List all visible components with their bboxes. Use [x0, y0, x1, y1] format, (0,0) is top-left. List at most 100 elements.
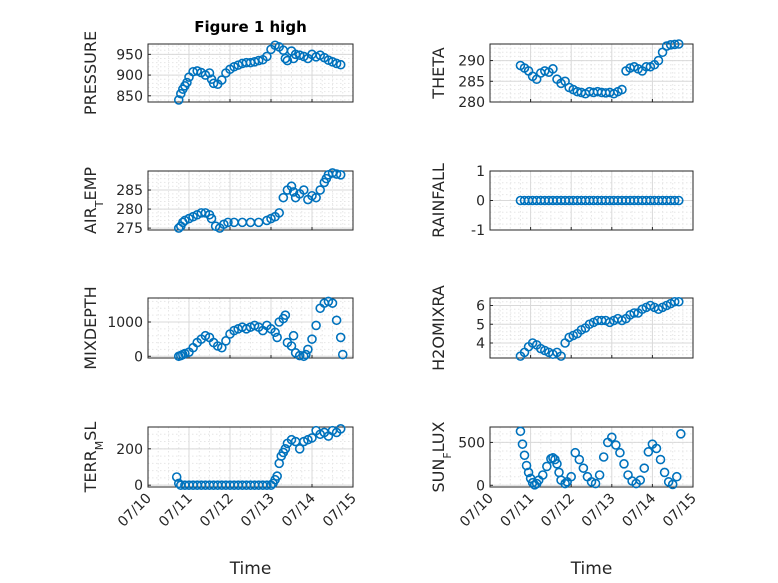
x-tick-label: 07/11: [498, 491, 538, 531]
data-point: [335, 59, 346, 70]
data-point: [629, 308, 639, 318]
data-point: [280, 310, 291, 320]
x-axis-label: Time: [570, 559, 613, 579]
y-axis-label: THETA: [429, 47, 448, 99]
data-point: [282, 55, 293, 66]
axis-box: [489, 426, 694, 488]
data-point: [272, 332, 282, 343]
data-point: [307, 334, 317, 344]
data-point: [335, 332, 346, 343]
y-tick-label: 285: [116, 183, 143, 199]
y-tick-label: 6: [476, 299, 485, 315]
data-point: [298, 351, 309, 362]
data-point: [337, 349, 348, 360]
data-point: [262, 480, 272, 490]
x-tick-label: 07/12: [197, 491, 237, 531]
y-tick-label: 0: [476, 478, 485, 494]
data-point: [294, 350, 305, 361]
plot-area: [148, 427, 353, 487]
data-point: [294, 444, 305, 454]
data-point: [556, 351, 566, 361]
x-tick-label: 07/15: [660, 491, 700, 531]
x-tick-label: 07/11: [156, 491, 196, 531]
y-axis-label-main: MIXDEPTH: [81, 286, 100, 369]
y-tick-label: -1: [471, 223, 485, 239]
data-point: [288, 187, 299, 197]
data-point: [615, 447, 625, 458]
data-point: [517, 439, 528, 449]
y-tick-label: 0: [476, 194, 485, 210]
data-point: [173, 95, 184, 105]
y-axis-label-subscript: T: [93, 200, 106, 208]
y-axis-label-main: PRESSURE: [81, 31, 100, 115]
y-tick-label: 200: [116, 442, 143, 458]
data-point: [552, 459, 562, 469]
data-point: [315, 185, 326, 195]
x-tick-label: 07/15: [320, 491, 360, 531]
data-point: [280, 444, 291, 454]
data-point: [327, 298, 338, 308]
y-axis-label-main: SUN: [429, 459, 448, 493]
y-axis-label-main: TERR: [81, 450, 100, 493]
data-point: [655, 454, 666, 465]
data-point: [286, 341, 297, 351]
data-point: [669, 296, 680, 307]
data-point: [570, 447, 581, 458]
data-point: [217, 342, 227, 353]
axis-box: [147, 297, 354, 359]
data-point: [208, 78, 219, 89]
data-point: [331, 169, 342, 179]
data-point: [298, 185, 309, 195]
data-point: [262, 51, 272, 62]
data-point: [639, 463, 650, 473]
data-point: [307, 433, 317, 443]
data-point: [578, 463, 589, 473]
data-point: [673, 296, 684, 307]
x-tick-label: 07/14: [619, 490, 659, 530]
data-point: [288, 330, 299, 341]
y-axis-label-subscript: F: [441, 452, 454, 458]
data-point: [619, 459, 629, 469]
data-point: [335, 170, 346, 180]
y-axis-label-tail: LUX: [429, 421, 448, 452]
y-axis-label: SUNFLUX: [429, 421, 454, 492]
x-tick-label: 07/14: [279, 490, 319, 530]
y-tick-label: 290: [458, 54, 485, 70]
y-axis-label-tail: SL: [81, 422, 100, 441]
data-point: [217, 75, 227, 85]
data-point: [278, 192, 289, 203]
data-point: [676, 429, 686, 439]
data-point: [331, 315, 342, 326]
data-point: [548, 64, 558, 74]
data-point: [176, 88, 186, 99]
data-point: [527, 477, 538, 488]
y-tick-label: 275: [116, 221, 143, 237]
y-tick-label: 900: [116, 68, 143, 84]
data-point: [673, 39, 684, 49]
chart-title: Figure 1 high: [194, 18, 307, 36]
y-tick-label: 0: [134, 478, 143, 494]
data-point: [560, 478, 570, 489]
y-axis-label: AIRTEMP: [81, 167, 106, 234]
y-axis-label-subscript: M: [93, 441, 106, 451]
data-point: [311, 320, 321, 331]
data-point: [286, 181, 297, 192]
data-point: [671, 471, 682, 482]
y-tick-label: 280: [116, 202, 143, 218]
y-axis-label-main: AIR: [81, 207, 100, 234]
data-point: [611, 440, 621, 450]
data-point: [653, 55, 664, 66]
data-point: [182, 77, 192, 88]
y-axis-label-tail: EMP: [81, 167, 100, 201]
data-point: [617, 84, 627, 95]
data-point: [171, 472, 182, 482]
data-point: [331, 58, 342, 69]
data-point: [204, 68, 215, 78]
y-tick-label: 5: [476, 317, 485, 333]
panel-theta: 280 285 290 THETA: [429, 39, 694, 111]
y-tick-label: 1000: [107, 315, 143, 331]
panel-mixdepth: 0 1000 MIXDEPTH: [81, 286, 354, 370]
axis-box: [489, 170, 694, 231]
